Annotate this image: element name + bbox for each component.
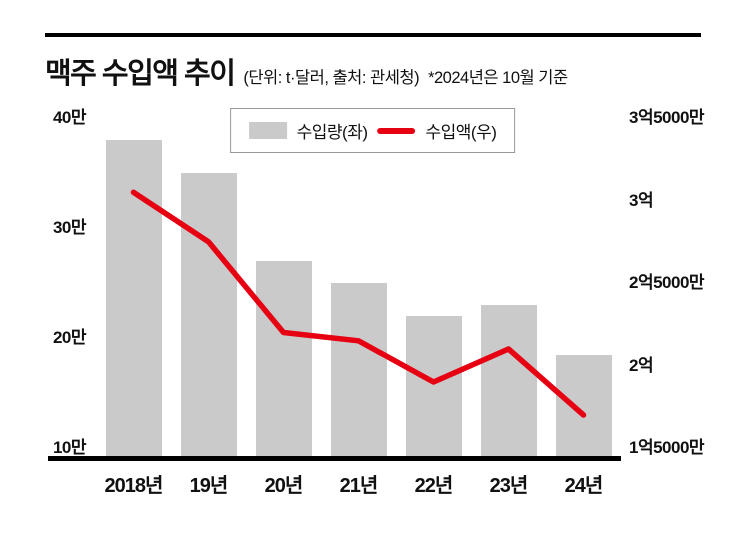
x-axis-label: 22년 xyxy=(414,475,454,497)
bar-21년 xyxy=(330,283,387,456)
top-rule xyxy=(45,33,701,37)
right-axis-tick: 1억5000만 xyxy=(629,438,705,457)
x-axis-label: 21년 xyxy=(339,475,379,497)
x-axis-label: 2018년 xyxy=(104,475,164,497)
bar-22년 xyxy=(405,316,462,456)
right-axis-tick: 3억5000만 xyxy=(629,108,705,127)
left-axis-tick: 20만 xyxy=(52,328,87,347)
chart-title: 맥주 수입액 추이 xyxy=(45,58,236,90)
chart-header: 맥주 수입액 추이 (단위: t·달러, 출처: 관세청) *2024년은 10… xyxy=(45,50,568,92)
bar-legend-swatch xyxy=(248,122,287,139)
x-axis-label: 24년 xyxy=(564,475,604,497)
plot-area xyxy=(96,118,621,458)
import-value-line xyxy=(130,189,587,418)
x-axis-label: 23년 xyxy=(489,475,529,497)
left-axis-tick: 30만 xyxy=(52,218,87,237)
x-axis-labels: 2018년 19년 20년 21년 22년 23년 24년 xyxy=(96,469,621,497)
right-axis-tick: 3억 xyxy=(629,190,654,210)
legend-line-label: 수입액(우) xyxy=(425,123,497,142)
legend-bar-label: 수입량(좌) xyxy=(296,123,368,142)
left-axis-tick: 40만 xyxy=(52,108,87,127)
chart-subtitle: (단위: t·달러, 출처: 관세청) xyxy=(243,69,420,87)
bar-20년 xyxy=(255,261,312,456)
left-axis-tick: 10만 xyxy=(52,438,87,457)
bar-19년 xyxy=(180,173,237,456)
line-series xyxy=(130,189,587,418)
x-axis-label: 19년 xyxy=(189,475,229,497)
bar-23년 xyxy=(480,305,537,456)
chart-note: *2024년은 10월 기준 xyxy=(428,69,568,87)
bar-24년 xyxy=(555,354,612,456)
legend: 수입량(좌) 수입액(우) xyxy=(229,108,516,153)
right-axis-tick: 2억5000만 xyxy=(629,273,705,292)
right-axis: 3억5000만 3억 2억5000만 2억 1억5000만 xyxy=(629,108,743,458)
left-axis: 40만 30만 20만 10만 xyxy=(0,108,87,458)
line-legend-swatch xyxy=(377,127,416,134)
x-axis-line xyxy=(48,456,621,461)
x-axis-label: 20년 xyxy=(264,475,304,497)
right-axis-tick: 2억 xyxy=(629,355,654,375)
